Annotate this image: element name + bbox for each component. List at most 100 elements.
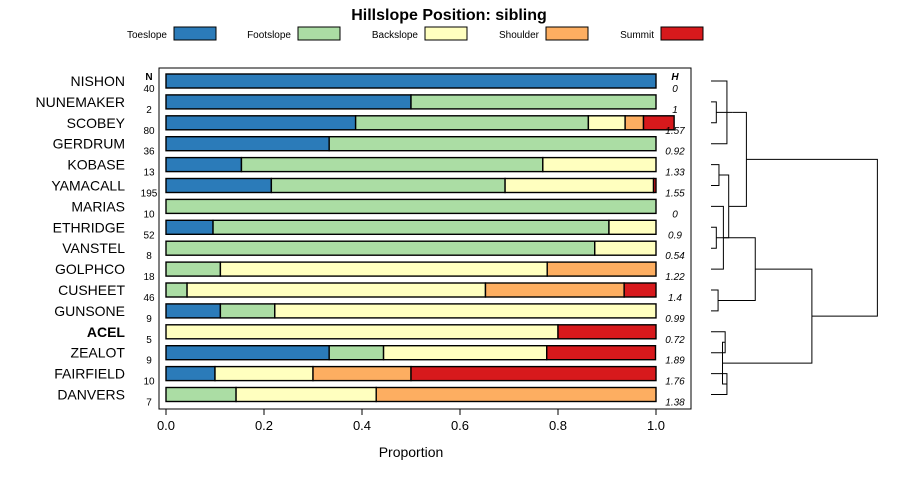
x-tick-label-3: 0.6 [451,418,469,433]
legend-label-backslope: Backslope [372,30,419,41]
legend-swatch-toeslope [173,26,217,41]
legend-swatch-backslope [424,26,468,41]
n-value-nishon: 40 [143,84,155,95]
bar-cusheet-backslope [186,282,487,298]
bar-nunemaker-footslope [410,94,657,110]
bar-scobey-backslope [587,115,626,131]
bar-gunsone-backslope [274,303,657,319]
bar-ethridge-toeslope [165,219,214,236]
legend-label-footslope: Footslope [247,30,291,41]
row-label-scobey: SCOBEY [67,115,126,131]
legend-swatch-summit [660,26,704,41]
legend-label-summit: Summit [620,30,654,41]
h-value-gunsone: 0.99 [665,314,685,325]
bar-zealot-summit [546,345,657,361]
bar-vanstel-footslope [165,240,596,256]
bar-yamacall-backslope [504,177,655,194]
bar-vanstel-backslope [594,240,657,256]
bar-kobase-footslope [240,156,544,173]
bar-golphco-shoulder [546,261,657,277]
h-value-yamacall: 1.55 [665,189,685,200]
bar-kobase-backslope [542,156,657,173]
legend-swatch-shoulder [545,26,589,41]
row-label-kobase: KOBASE [67,157,125,173]
dendrogram-link-12 [728,111,747,207]
n-value-marias: 10 [143,209,155,220]
n-value-ethridge: 52 [143,230,155,241]
bar-fairfield-shoulder [312,365,412,382]
bar-yamacall-footslope [270,177,506,194]
dendrogram-link-2 [711,164,720,186]
bar-marias-footslope [165,198,657,215]
bar-row-golphco [165,261,657,277]
n-value-gunsone: 9 [146,314,152,325]
bar-zealot-toeslope [165,345,330,361]
x-tick-label-2: 0.4 [353,418,371,433]
bar-scobey-summit [642,115,675,131]
n-value-fairfield: 10 [143,377,155,388]
bar-ethridge-footslope [212,219,610,236]
legend-label-toeslope: Toeslope [127,30,167,41]
bar-scobey-shoulder [624,115,645,131]
bar-row-cusheet [165,282,657,298]
bar-gerdrum-toeslope [165,135,330,152]
bar-zealot-backslope [382,345,548,361]
n-value-golphco: 18 [143,272,155,283]
bar-row-acel [165,324,657,340]
h-value-danvers: 1.38 [665,398,685,409]
row-label-golphco: GOLPHCO [55,261,125,277]
h-value-scobey: 1.57 [665,126,685,137]
bar-row-nunemaker [165,94,657,110]
dendrogram-link-3 [711,226,717,249]
row-label-marias: MARIAS [71,198,125,214]
bar-row-fairfield [165,365,657,382]
h-value-acel: 0.72 [665,335,685,346]
n-value-kobase: 13 [143,168,155,179]
n-value-gerdrum: 36 [143,147,155,158]
x-tick-label-1: 0.2 [255,418,273,433]
h-value-gerdrum: 0.92 [665,147,685,158]
n-header: N [145,72,152,83]
bar-row-ethridge [165,219,657,236]
bar-nishon-toeslope [165,73,657,89]
bar-row-scobey [165,115,675,131]
x-tick-label-0: 0.0 [157,418,175,433]
bar-row-marias [165,198,657,215]
bar-row-zealot [165,345,657,361]
bar-ethridge-backslope [608,219,657,236]
dendrogram [711,80,878,395]
x-tick-label-4: 0.8 [549,418,567,433]
row-label-vanstel: VANSTEL [62,240,125,256]
h-value-fairfield: 1.76 [665,377,685,388]
row-label-ethridge: ETHRIDGE [53,219,125,235]
h-value-golphco: 1.22 [665,272,685,283]
n-value-yamacall: 195 [141,189,158,200]
dendrogram-link-0 [711,101,717,124]
n-value-acel: 5 [146,335,152,346]
bar-row-yamacall [165,177,657,194]
n-value-nunemaker: 2 [146,105,152,116]
bar-cusheet-shoulder [484,282,625,298]
bar-yamacall-toeslope [165,177,273,194]
row-label-danvers: DANVERS [57,387,125,403]
h-value-marias: 0 [672,209,678,220]
bar-scobey-footslope [354,115,590,131]
bar-kobase-toeslope [165,156,243,173]
bar-gerdrum-footslope [328,135,657,152]
row-label-nunemaker: NUNEMAKER [36,94,125,110]
plot-frame [158,67,692,410]
n-value-cusheet: 46 [143,293,155,304]
h-value-ethridge: 0.9 [668,230,682,241]
legend-swatch-footslope [297,26,341,41]
bar-scobey-toeslope [165,115,357,131]
h-value-nishon: 0 [672,84,678,95]
h-value-kobase: 1.33 [665,168,685,179]
row-label-zealot: ZEALOT [71,345,126,361]
bar-golphco-backslope [219,261,548,277]
legend-label-shoulder: Shoulder [499,30,540,41]
n-value-scobey: 80 [143,126,155,137]
row-label-gerdrum: GERDRUM [53,136,125,152]
